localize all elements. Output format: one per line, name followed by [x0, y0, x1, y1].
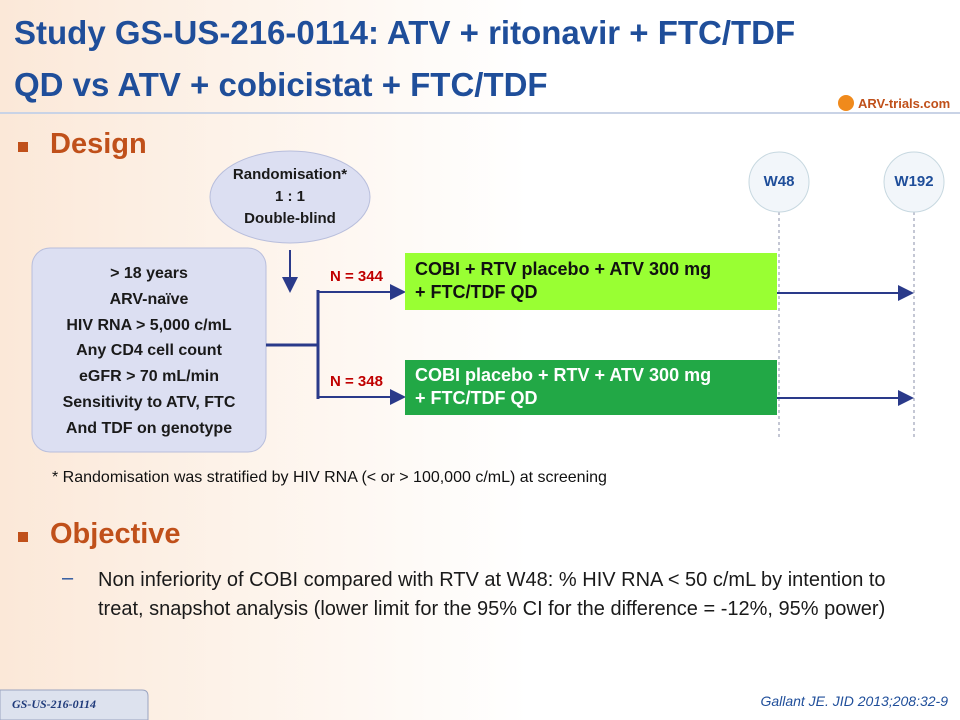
bullet [18, 142, 28, 152]
arm-box: COBI placebo + RTV + ATV 300 mg + FTC/TD… [405, 364, 777, 410]
text-line: COBI placebo + RTV + ATV 300 mg [415, 365, 712, 385]
title-line: Study GS-US-216-0114: ATV + ritonavir + … [14, 14, 796, 51]
text-line: Any CD4 cell count [76, 342, 222, 360]
arm-n: N = 348 [330, 373, 383, 390]
text-line: Sensitivity to ATV, FTC [62, 393, 236, 411]
footer-tab: GS-US-216-0114 [12, 697, 97, 711]
randomisation: Randomisation* 1 : 1 Double-blind [210, 164, 370, 230]
text-line: + FTC/TDF QD [415, 388, 538, 408]
text-line: HIV RNA > 5,000 c/mL [66, 316, 232, 334]
arm-box: COBI + RTV placebo + ATV 300 mg + FTC/TD… [405, 258, 777, 304]
text-line: Randomisation* [232, 166, 348, 183]
text-line: eGFR > 70 mL/min [78, 368, 220, 386]
timepoint: W48 [763, 173, 795, 190]
text-line: And TDF on genotype [65, 419, 233, 437]
footnote: * Randomisation was stratified by HIV RN… [52, 469, 607, 486]
citation: Gallant JE. JID 2013;208:32-9 [760, 693, 948, 709]
section-heading: Design [50, 128, 147, 160]
title-line: QD vs ATV + cobicistat + FTC/TDF [14, 66, 548, 103]
text-line: + FTC/TDF QD [415, 282, 538, 302]
dash: – [62, 567, 74, 589]
timepoint: W192 [894, 173, 934, 190]
section-heading: Objective [50, 518, 181, 550]
text-line: 1 : 1 [274, 188, 305, 205]
text-line: > 18 years [110, 265, 188, 282]
arm-n: N = 344 [330, 268, 383, 285]
objective-text: Non inferiority of COBI compared with RT… [98, 569, 886, 620]
eligibility: > 18 years ARV-naïve HIV RNA > 5,000 c/mL A… [32, 261, 266, 442]
text-line: Double-blind [244, 210, 336, 227]
logo: ARV-trials.com [858, 96, 951, 111]
text-line: COBI + RTV placebo + ATV 300 mg [415, 259, 712, 279]
bullet [18, 532, 28, 542]
text-line: ARV-naïve [109, 290, 189, 308]
